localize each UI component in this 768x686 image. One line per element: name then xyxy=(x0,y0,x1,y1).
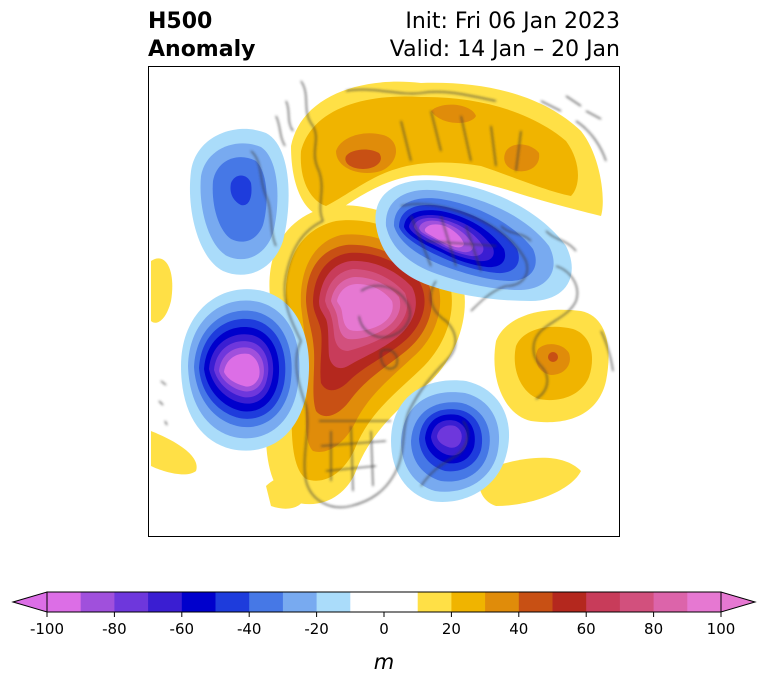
colorbar-segment xyxy=(249,592,284,612)
anomaly-map xyxy=(148,66,620,537)
title-field: Anomaly xyxy=(148,37,256,62)
colorbar-segment xyxy=(451,592,486,612)
colorbar-segment xyxy=(586,592,621,612)
negative-anomaly-atlantic xyxy=(391,380,510,502)
map-title: H500 Anomaly xyxy=(148,8,255,64)
colorbar-tick-label: 20 xyxy=(442,620,461,638)
colorbar-segment xyxy=(114,592,149,612)
colorbar-segment xyxy=(148,592,183,612)
colorbar-segment xyxy=(653,592,688,612)
colorbar-segment xyxy=(282,592,318,612)
colorbar-segments xyxy=(47,592,722,612)
coastlines-and-borders xyxy=(158,80,614,508)
colorbar-extend-low xyxy=(11,591,48,613)
colorbar-segment xyxy=(215,592,250,612)
colorbar-tick-label: 80 xyxy=(644,620,663,638)
colorbar-segment xyxy=(47,592,82,612)
negative-anomaly-asia xyxy=(375,180,572,301)
positive-anomaly-region xyxy=(291,81,603,217)
colorbar-extend-high xyxy=(720,591,757,613)
colorbar-tick-label: -60 xyxy=(170,620,195,638)
colorbar-tick-label: 60 xyxy=(577,620,596,638)
colorbar-segment xyxy=(485,592,520,612)
colorbar-segment xyxy=(316,592,351,612)
colorbar-units: m xyxy=(374,650,394,674)
colorbar-tick-label: -20 xyxy=(304,620,329,638)
colorbar-segment xyxy=(350,592,385,612)
negative-anomaly-pacific-central xyxy=(181,289,310,451)
colorbar-segment xyxy=(687,592,722,612)
colorbar-segment xyxy=(384,592,419,612)
init-time: Init: Fri 06 Jan 2023 xyxy=(405,9,620,34)
colorbar: -100 -80 -60 -40 -20 0 20 40 60 80 100 m xyxy=(11,591,757,674)
map-subtitle: Init: Fri 06 Jan 2023 Valid: 14 Jan – 20… xyxy=(390,8,620,64)
colorbar-tick-label: 0 xyxy=(379,620,389,638)
colorbar-tick-label: -40 xyxy=(237,620,262,638)
colorbar-segment xyxy=(619,592,655,612)
colorbar-segment xyxy=(552,592,587,612)
colorbar-segment xyxy=(80,592,115,612)
colorbar-segment xyxy=(417,592,452,612)
colorbar-ticks: -100 -80 -60 -40 -20 0 20 40 60 80 100 xyxy=(30,612,735,638)
anomaly-map-canvas xyxy=(149,67,619,536)
colorbar-segment xyxy=(518,592,554,612)
positive-ridge xyxy=(265,205,465,505)
colorbar-segment xyxy=(181,592,217,612)
title-variable: H500 xyxy=(148,9,213,34)
colorbar-tick-label: 100 xyxy=(707,620,736,638)
colorbar-tick-label: -80 xyxy=(102,620,127,638)
colorbar-tick-label: -100 xyxy=(30,620,64,638)
valid-period: Valid: 14 Jan – 20 Jan xyxy=(389,37,620,62)
colorbar-tick-label: 40 xyxy=(509,620,528,638)
negative-anomaly-pacific-north xyxy=(189,128,289,275)
